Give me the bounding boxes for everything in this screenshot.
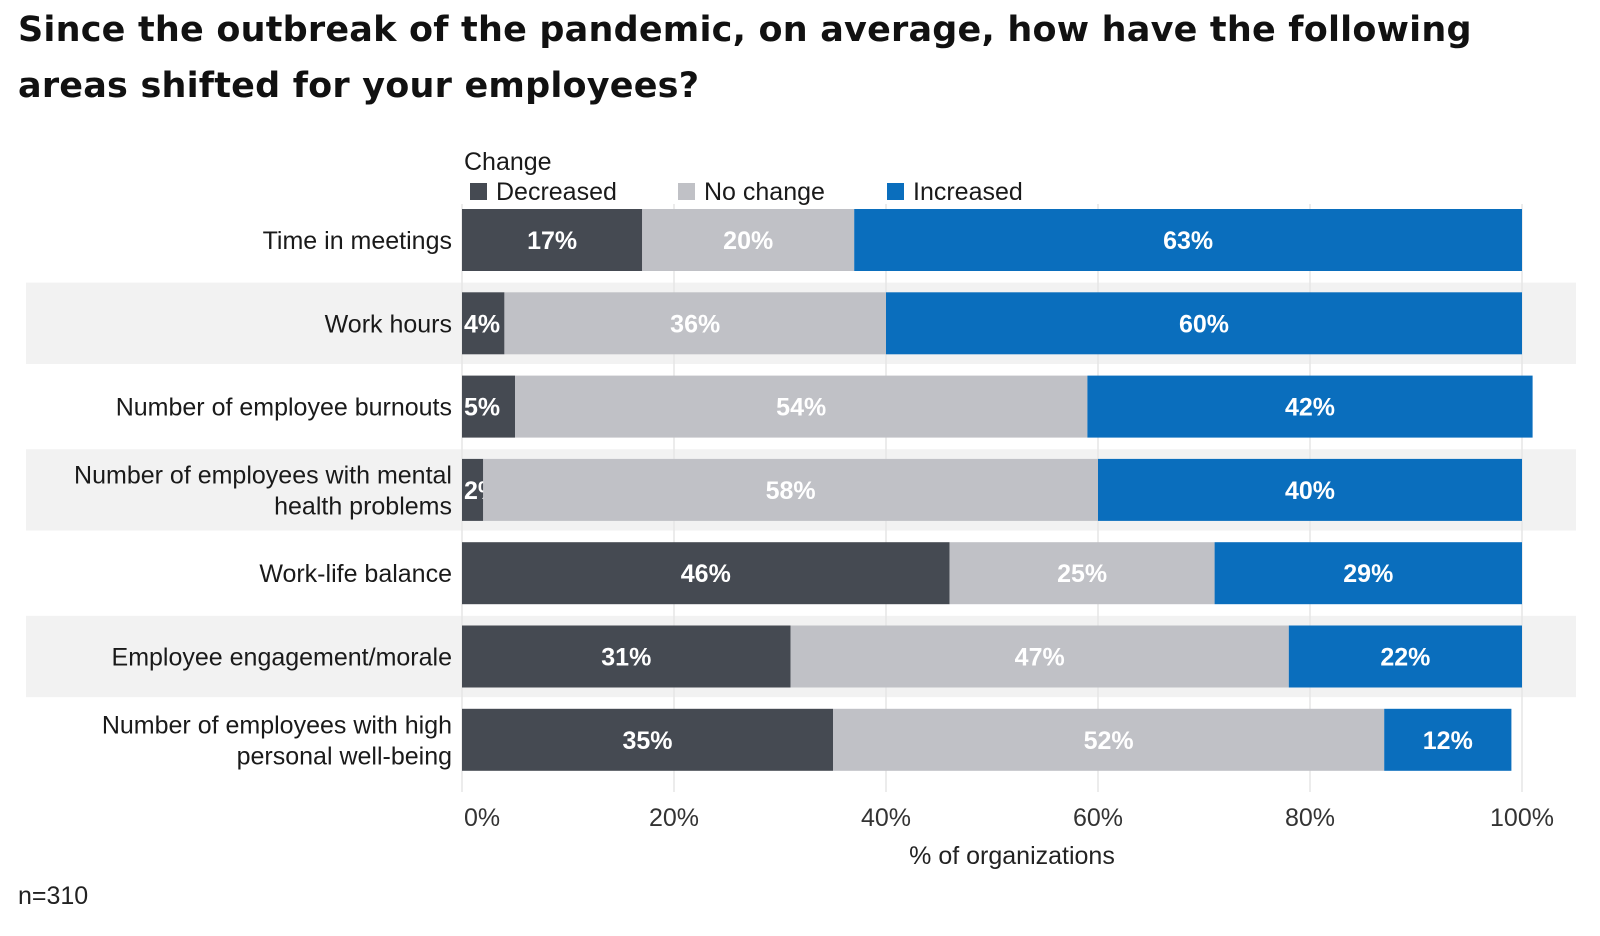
bar-increased [1087,375,1533,438]
category-label: Time in meetings [263,227,452,255]
bar-increased [1288,625,1522,688]
data-label: 36% [670,310,720,338]
bar-increased [886,292,1522,355]
stacked-bar-chart: 17% 20% 63% Time in meetings 4% 36% 60% Work ho… [26,148,1576,870]
legend-label: No change [704,178,825,206]
data-label: 58% [766,477,816,505]
bar-increased [1214,542,1522,605]
legend-label: Decreased [496,178,617,206]
bar-no-change [642,209,855,271]
data-label: 47% [1015,644,1065,672]
legend-swatch [678,183,695,200]
category-label: Employee engagement/morale [112,644,452,672]
data-label: 42% [1285,394,1335,422]
bar-decreased [462,375,515,438]
data-label: 35% [622,727,672,755]
data-label: 20% [723,227,773,255]
x-tick-label: 80% [1285,804,1335,832]
data-label: 29% [1343,560,1393,588]
chart-title: Since the outbreak of the pandemic, on a… [18,10,1472,106]
data-label: 46% [681,560,731,588]
bar-no-change [790,625,1289,688]
category-label: Number of employees with mental health pr… [74,461,452,520]
legend-swatch [887,183,904,200]
bar-no-change [504,292,886,355]
data-label: 5% [464,394,500,422]
x-tick-label: 0% [464,804,500,832]
bar-decreased [462,708,833,771]
category-label: Work hours [325,310,452,338]
data-label: 12% [1423,727,1473,755]
x-tick-label: 20% [649,804,699,832]
data-label: 25% [1057,560,1107,588]
bar-no-change [515,375,1088,438]
sample-size-note: n=310 [18,882,89,910]
legend-label: Increased [913,178,1023,206]
bar-increased [1098,458,1522,521]
x-axis-title: % of organizations [909,842,1115,870]
data-label: 60% [1179,310,1229,338]
bar-no-change [833,708,1385,771]
data-label: 63% [1163,227,1213,255]
legend-title: Change [464,148,552,176]
bar-increased [854,209,1522,271]
bar-no-change [483,458,1098,521]
x-tick-label: 40% [861,804,911,832]
bar-no-change [949,542,1215,605]
bar-decreased [462,625,791,688]
bar-increased [1384,708,1512,771]
data-label: 17% [527,227,577,255]
data-label: 54% [776,394,826,422]
x-tick-label: 100% [1490,804,1554,832]
data-label: 22% [1380,644,1430,672]
data-label: 31% [601,644,651,672]
x-tick-label: 60% [1073,804,1123,832]
category-label: Number of employee burnouts [116,394,452,422]
category-label: Number of employees with high personal we… [102,711,452,770]
legend-swatch [470,183,487,200]
bar-decreased [462,209,643,271]
data-label: 4% [464,310,500,338]
bar-decreased [462,458,484,521]
data-label: 40% [1285,477,1335,505]
bar-decreased [462,542,950,605]
category-label: Work-life balance [259,560,452,588]
data-label: 52% [1084,727,1134,755]
bar-decreased [462,292,505,355]
